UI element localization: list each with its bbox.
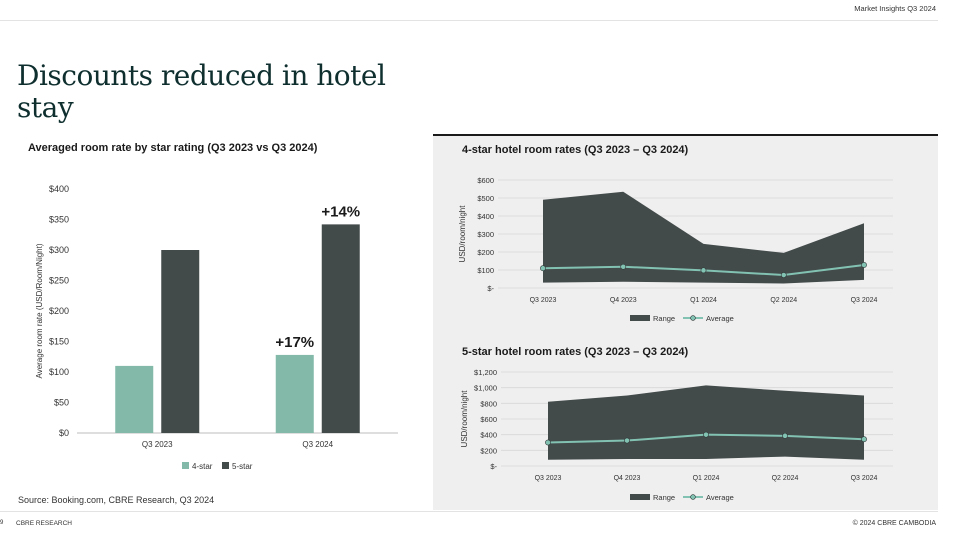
growth-annotation: +14% xyxy=(321,203,360,220)
legend-label: Range xyxy=(653,314,675,323)
five-star-range-chart: $- $200 $400 $600 $800 $1,000 $1,200 USD/room/n… xyxy=(460,368,893,502)
average-point xyxy=(624,437,630,444)
legend-label: 4-star xyxy=(192,462,213,471)
x-tick-label: Q3 2024 xyxy=(851,297,878,304)
legend-range-swatch xyxy=(630,494,650,500)
bar-chart: $0 $50 $100 $150 $200 $250 $300 $350 $400 Average… xyxy=(35,184,398,471)
y-tick-label: $200 xyxy=(49,306,69,316)
average-point xyxy=(545,439,551,446)
average-point xyxy=(782,432,788,439)
x-tick-label: Q3 2024 xyxy=(302,440,333,449)
header-divider xyxy=(0,20,938,21)
y-tick-label: $400 xyxy=(480,431,497,440)
bar-5-star xyxy=(321,224,360,433)
x-tick-label: Q3 2023 xyxy=(142,440,173,449)
y-tick-label: $- xyxy=(487,284,494,293)
y-axis-label: USD/room/night xyxy=(460,390,469,448)
legend-swatch xyxy=(222,462,229,469)
header-label: Market Insights Q3 2024 xyxy=(854,4,936,13)
y-tick-label: $150 xyxy=(49,337,69,347)
x-tick-label: Q4 2023 xyxy=(614,475,641,482)
y-tick-label: $100 xyxy=(49,367,69,377)
y-tick-label: $600 xyxy=(480,415,497,424)
legend-swatch xyxy=(182,462,189,469)
y-tick-label: $- xyxy=(490,462,497,471)
legend-label: Average xyxy=(706,493,734,502)
bar-chart-title: Averaged room rate by star rating (Q3 20… xyxy=(28,142,318,154)
average-point xyxy=(861,262,867,268)
page-number: 9 xyxy=(0,520,4,526)
page-title: Discounts reduced in hotel stay xyxy=(17,59,386,124)
y-tick-label: $300 xyxy=(49,245,69,255)
x-tick-label: Q2 2024 xyxy=(772,475,799,482)
y-tick-label: $100 xyxy=(477,266,494,275)
y-tick-label: $400 xyxy=(49,184,69,194)
y-tick-label: $200 xyxy=(480,446,497,455)
footer-right: © 2024 CBRE CAMBODIA xyxy=(852,520,936,527)
y-tick-label: $250 xyxy=(49,276,69,286)
x-tick-label: Q3 2023 xyxy=(530,297,557,304)
x-tick-label: Q4 2023 xyxy=(610,297,637,304)
five-star-chart-title: 5-star hotel room rates (Q3 2023 – Q3 20… xyxy=(462,346,689,358)
four-star-range-chart: $- $100 $200 $300 $400 $500 $600 USD/room/night… xyxy=(458,176,893,323)
y-axis-label: USD/room/night xyxy=(458,205,467,263)
x-tick-label: Q1 2024 xyxy=(690,297,717,304)
range-area xyxy=(543,191,864,284)
legend-average-marker xyxy=(690,315,696,321)
legend-label: 5-star xyxy=(232,462,253,471)
range-area xyxy=(548,385,864,460)
average-point xyxy=(703,431,709,438)
y-tick-label: $200 xyxy=(477,248,494,257)
y-tick-label: $1,200 xyxy=(474,368,497,377)
y-tick-label: $50 xyxy=(54,398,69,408)
growth-annotation: +17% xyxy=(275,334,314,351)
bar-4-star xyxy=(115,365,154,433)
y-tick-label: $500 xyxy=(477,194,494,203)
footer-divider xyxy=(0,511,938,512)
legend-label: Average xyxy=(706,314,734,323)
legend-label: Range xyxy=(653,493,675,502)
footer-left: CBRE RESEARCH xyxy=(16,520,72,527)
y-tick-label: $300 xyxy=(477,230,494,239)
average-point xyxy=(700,267,707,274)
x-tick-label: Q2 2024 xyxy=(770,297,797,304)
y-tick-label: $0 xyxy=(59,428,69,438)
y-tick-label: $350 xyxy=(49,215,69,225)
average-point xyxy=(780,272,787,278)
x-tick-label: Q3 2023 xyxy=(535,475,562,482)
y-axis-label: Average room rate (USD/Room/Night) xyxy=(35,243,44,378)
average-point xyxy=(620,263,627,270)
y-tick-label: $1,000 xyxy=(474,384,497,393)
legend-range-swatch xyxy=(630,315,650,321)
bar-5-star xyxy=(161,250,200,433)
source-note: Source: Booking.com, CBRE Research, Q3 2… xyxy=(18,495,215,505)
four-star-chart-title: 4-star hotel room rates (Q3 2023 – Q3 20… xyxy=(462,144,689,156)
bar-4-star xyxy=(275,354,314,433)
y-tick-label: $400 xyxy=(477,212,494,221)
average-point xyxy=(540,265,546,272)
x-tick-label: Q1 2024 xyxy=(693,475,720,482)
average-point xyxy=(861,436,867,443)
legend-average-marker xyxy=(690,494,696,500)
y-tick-label: $800 xyxy=(480,399,497,408)
x-tick-label: Q3 2024 xyxy=(851,475,878,482)
y-tick-label: $600 xyxy=(477,176,494,185)
